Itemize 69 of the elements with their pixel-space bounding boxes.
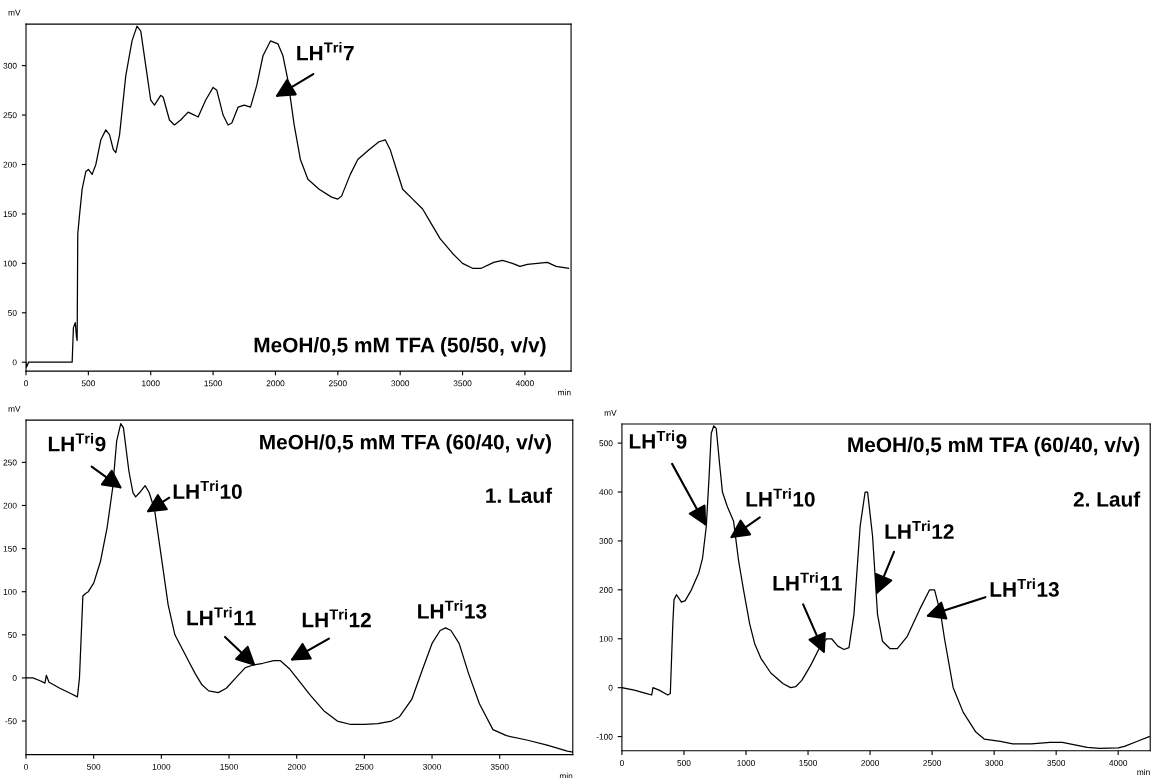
- y-tick-label: 200: [3, 502, 17, 509]
- x-tick-label: 2000: [861, 760, 880, 766]
- annotation: LH$^{Tri}$13: [990, 578, 1059, 597]
- x-tick-label: 1500: [799, 760, 817, 766]
- y-tick-label: 150: [3, 545, 17, 552]
- annotation: LH$^{Tri}$11: [773, 572, 842, 591]
- x-tick-label: 1500: [204, 380, 223, 387]
- annotation: MeOH/0,5 mM TFA (60/40, v/v): [260, 434, 551, 454]
- x-tick-label: 3000: [391, 380, 410, 387]
- annotation: LH$^{Tri}$9: [48, 432, 106, 452]
- y-tick-label: -50: [5, 718, 17, 725]
- x-axis-title: min: [1137, 768, 1150, 775]
- x-axis-title: min: [558, 389, 571, 396]
- y-tick-label: 400: [599, 489, 613, 496]
- x-tick-label: 2000: [287, 763, 306, 770]
- y-tick-label: 50: [8, 632, 17, 638]
- x-tick-label: 3000: [423, 763, 441, 770]
- y-tick-label: 0: [608, 684, 613, 691]
- x-tick-label: 2500: [923, 760, 942, 766]
- x-tick-label: 4000: [515, 380, 534, 387]
- x-tick-label: 0: [24, 380, 28, 387]
- y-tick-label: 150: [3, 211, 17, 218]
- x-tick-label: 1000: [142, 380, 160, 387]
- annotation: 1. Lauf: [486, 487, 553, 503]
- y-tick-label: 500: [599, 440, 613, 447]
- x-tick-label: 4000: [1109, 760, 1128, 766]
- y-axis-title: mV: [604, 410, 617, 416]
- y-axis-title: mV: [8, 405, 21, 412]
- y-tick-label: 100: [3, 260, 17, 267]
- x-tick-label: 3000: [985, 760, 1004, 766]
- x-tick-label: 2500: [328, 380, 347, 387]
- x-tick-label: 3500: [1047, 760, 1066, 766]
- x-tick-label: 3500: [490, 763, 509, 770]
- y-tick-label: 100: [599, 635, 613, 642]
- y-tick-label: 250: [3, 112, 17, 119]
- y-tick-label: 0: [12, 675, 17, 682]
- annotation: LH$^{Tri}$13: [418, 600, 487, 619]
- x-tick-label: 500: [677, 760, 691, 766]
- x-tick-label: 500: [81, 380, 95, 387]
- y-tick-label: 250: [3, 459, 17, 466]
- x-tick-label: 1000: [152, 763, 171, 770]
- annotation: 2. Lauf: [1073, 491, 1141, 507]
- y-tick-label: 0: [12, 359, 17, 366]
- annotation: LH$^{Tri}$11: [187, 606, 256, 626]
- x-tick-label: 2000: [266, 380, 285, 387]
- y-tick-label: 300: [599, 538, 613, 545]
- annotation: LH$^{Tri}$12: [885, 520, 954, 539]
- x-tick-label: 1500: [220, 763, 238, 770]
- annotation: LH$^{Tri}$12: [302, 608, 371, 628]
- x-tick-label: 0: [619, 760, 624, 766]
- annotation: MeOH/0,5 mM TFA (50/50, v/v): [254, 337, 546, 357]
- y-axis-title: mV: [8, 9, 21, 16]
- annotation: LH$^{Tri}$10: [746, 488, 815, 507]
- x-tick-label: 1000: [737, 760, 755, 766]
- x-tick-label: 3500: [453, 380, 472, 387]
- x-tick-label: 0: [24, 763, 28, 770]
- x-tick-label: 500: [87, 763, 101, 770]
- y-tick-label: 50: [8, 309, 17, 316]
- y-tick-label: 200: [3, 161, 17, 168]
- x-axis-title: min: [559, 772, 573, 778]
- annotation: LH$^{Tri}$7: [297, 42, 354, 61]
- annotation: LH$^{Tri}$10: [173, 480, 242, 499]
- y-tick-label: -100: [596, 733, 613, 740]
- annotation: MeOH/0,5 mM TFA (60/40, v/v): [848, 436, 1140, 457]
- annotation: LH$^{Tri}$9: [629, 430, 687, 449]
- x-tick-label: 2500: [355, 763, 374, 770]
- y-tick-label: 200: [599, 587, 613, 593]
- y-tick-label: 300: [3, 62, 17, 69]
- y-tick-label: 100: [3, 588, 17, 595]
